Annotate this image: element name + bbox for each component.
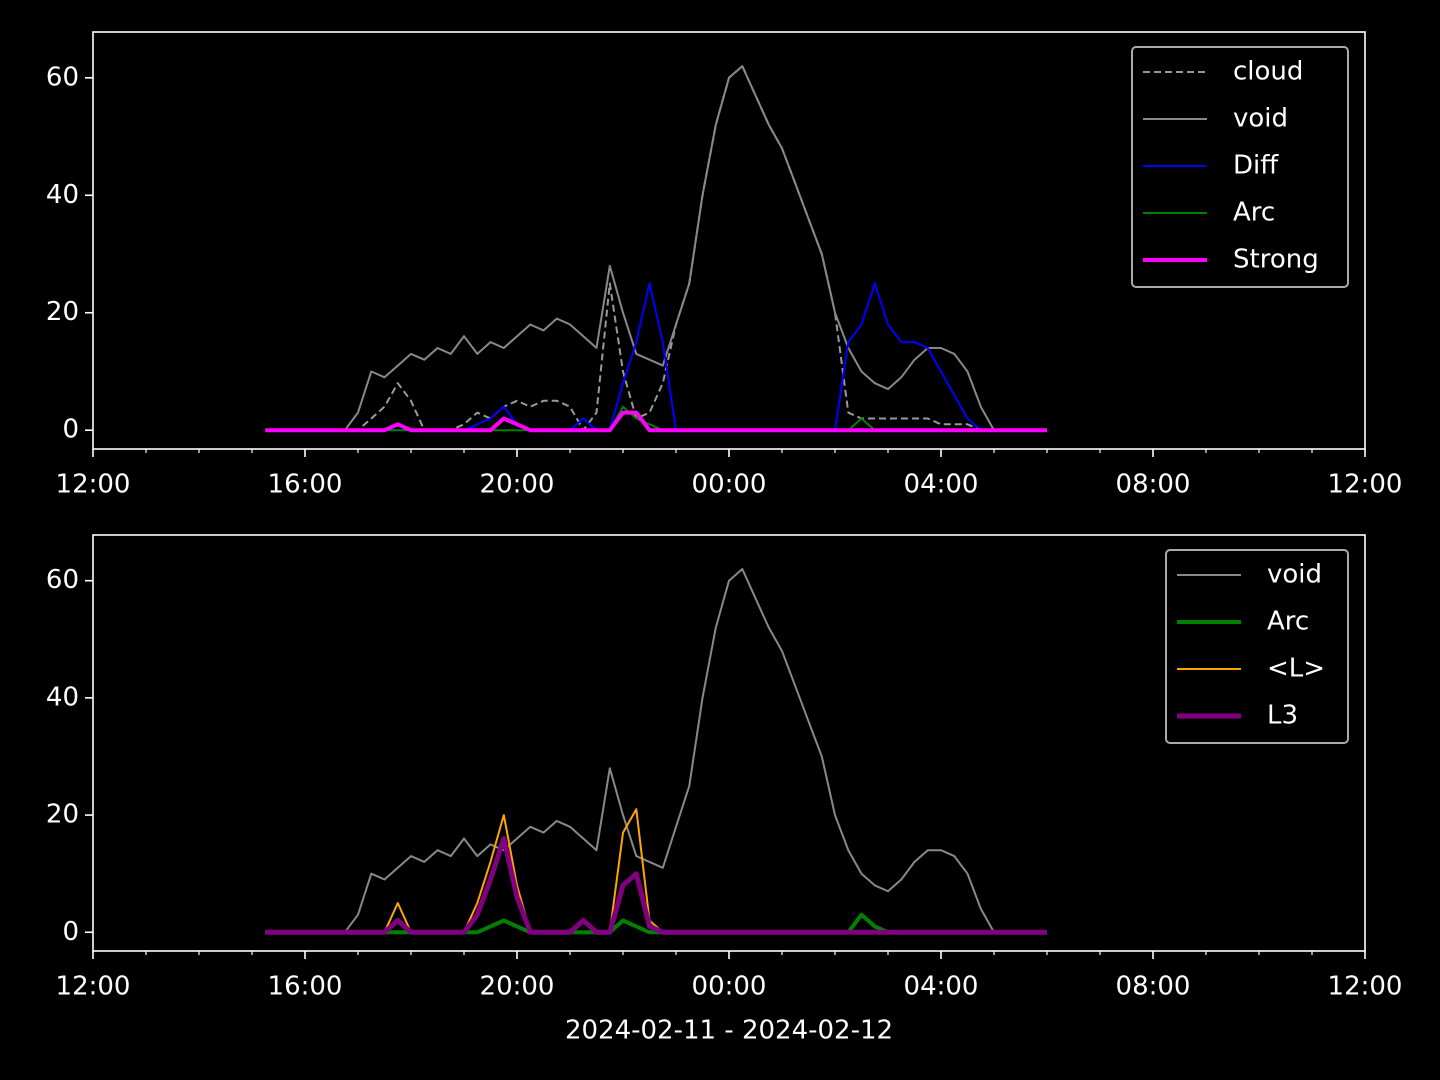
y-tick-label: 60 — [46, 565, 79, 595]
legend-label: Diff — [1233, 151, 1279, 181]
x-tick-label: 20:00 — [480, 470, 555, 500]
x-tick-label: 12:00 — [1328, 972, 1403, 1002]
legend-label: cloud — [1233, 57, 1303, 87]
x-tick-label: 20:00 — [480, 972, 555, 1002]
series-line — [265, 836, 1047, 935]
legend-label: L3 — [1267, 701, 1298, 731]
series-line — [265, 568, 1047, 934]
y-tick-label: 40 — [46, 180, 79, 210]
legend-box — [1131, 46, 1349, 288]
x-axis-label: 2024-02-11 - 2024-02-12 — [565, 1016, 893, 1046]
x-tick-label: 16:00 — [268, 972, 343, 1002]
x-tick-label: 16:00 — [268, 470, 343, 500]
x-tick-label: 04:00 — [904, 470, 979, 500]
y-tick-label: 0 — [62, 415, 79, 445]
y-tick-label: 20 — [46, 800, 79, 830]
x-tick-label: 04:00 — [904, 972, 979, 1002]
legend-label: void — [1233, 104, 1288, 134]
x-tick-label: 12:00 — [56, 470, 131, 500]
x-tick-label: 00:00 — [692, 972, 767, 1002]
legend-label: Strong — [1233, 245, 1319, 275]
y-tick-label: 20 — [46, 297, 79, 327]
y-tick-label: 40 — [46, 682, 79, 712]
legend-label: void — [1267, 560, 1322, 590]
x-tick-label: 00:00 — [692, 470, 767, 500]
series-line — [265, 410, 1047, 433]
x-tick-label: 12:00 — [1328, 470, 1403, 500]
y-tick-label: 0 — [62, 917, 79, 947]
series-line — [265, 65, 1047, 432]
legend-label: Arc — [1267, 607, 1309, 637]
legend-box — [1165, 549, 1349, 744]
x-tick-label: 08:00 — [1116, 972, 1191, 1002]
series-line — [265, 65, 1047, 432]
legend-label: <L> — [1267, 654, 1325, 684]
legend-label: Arc — [1233, 198, 1275, 228]
axes-frame — [92, 534, 1366, 952]
x-tick-label: 12:00 — [56, 972, 131, 1002]
y-tick-label: 60 — [46, 62, 79, 92]
axes-frame — [92, 31, 1366, 450]
x-tick-label: 08:00 — [1116, 470, 1191, 500]
